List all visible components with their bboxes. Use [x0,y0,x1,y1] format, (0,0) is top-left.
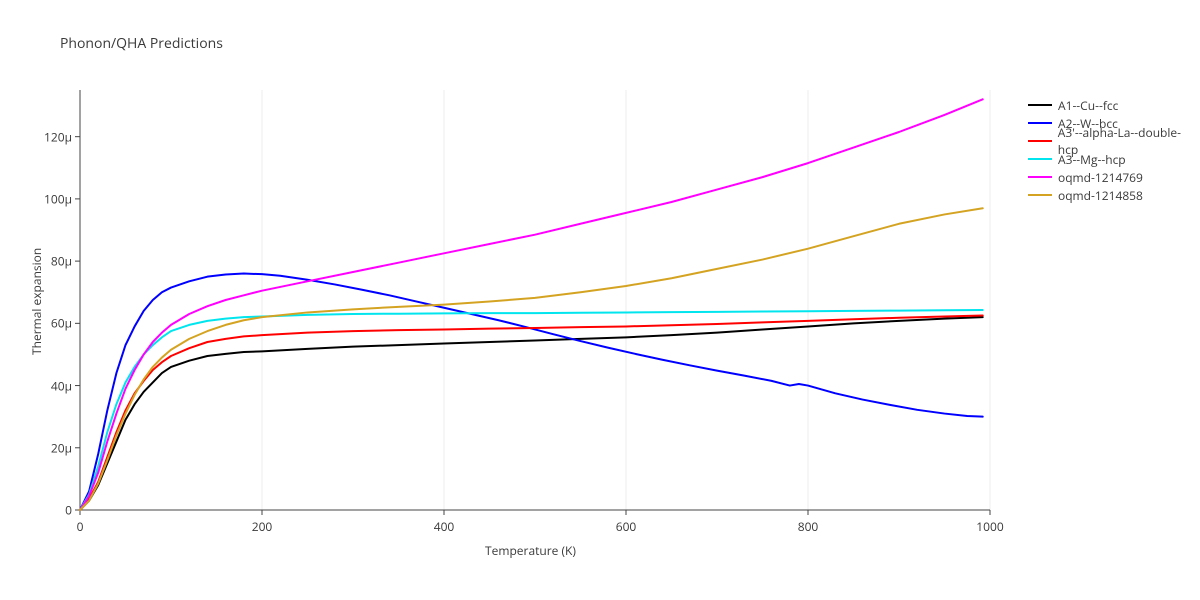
y-tick-label: 40μ [44,377,72,394]
series-line[interactable] [80,317,983,510]
legend-swatch [1028,158,1052,160]
chart-container: Phonon/QHA Predictions Temperature (K) T… [0,0,1200,600]
legend-swatch [1028,104,1052,106]
legend-swatch [1028,140,1052,142]
series-line[interactable] [80,99,983,510]
legend-label: A3--Mg--hcp [1058,151,1126,168]
legend-item[interactable]: oqmd-1214858 [1028,186,1200,204]
x-tick-label: 0 [77,518,84,535]
legend-swatch [1028,194,1052,196]
legend: A1--Cu--fccA2--W--bccA3'--alpha-La--doub… [1028,96,1200,204]
series-line[interactable] [80,274,983,510]
x-tick-label: 400 [434,518,455,535]
series-line[interactable] [80,208,983,510]
plot-svg [0,0,1200,600]
x-tick-label: 200 [252,518,273,535]
y-tick-label: 100μ [44,190,72,207]
legend-swatch [1028,122,1052,124]
legend-item[interactable]: oqmd-1214769 [1028,168,1200,186]
y-tick-label: 80μ [44,253,72,270]
y-tick-label: 60μ [44,315,72,332]
y-tick-label: 0 [44,502,72,519]
y-tick-label: 20μ [44,439,72,456]
legend-item[interactable]: A3'--alpha-La--double-hcp [1028,132,1200,150]
legend-label: A1--Cu--fcc [1058,97,1118,114]
legend-label: oqmd-1214769 [1058,169,1143,186]
x-tick-label: 600 [616,518,637,535]
series-line[interactable] [80,316,983,510]
x-tick-label: 800 [798,518,819,535]
legend-label: oqmd-1214858 [1058,187,1143,204]
y-tick-label: 120μ [44,128,72,145]
x-tick-label: 1000 [976,518,1003,535]
legend-item[interactable]: A1--Cu--fcc [1028,96,1200,114]
legend-swatch [1028,176,1052,178]
